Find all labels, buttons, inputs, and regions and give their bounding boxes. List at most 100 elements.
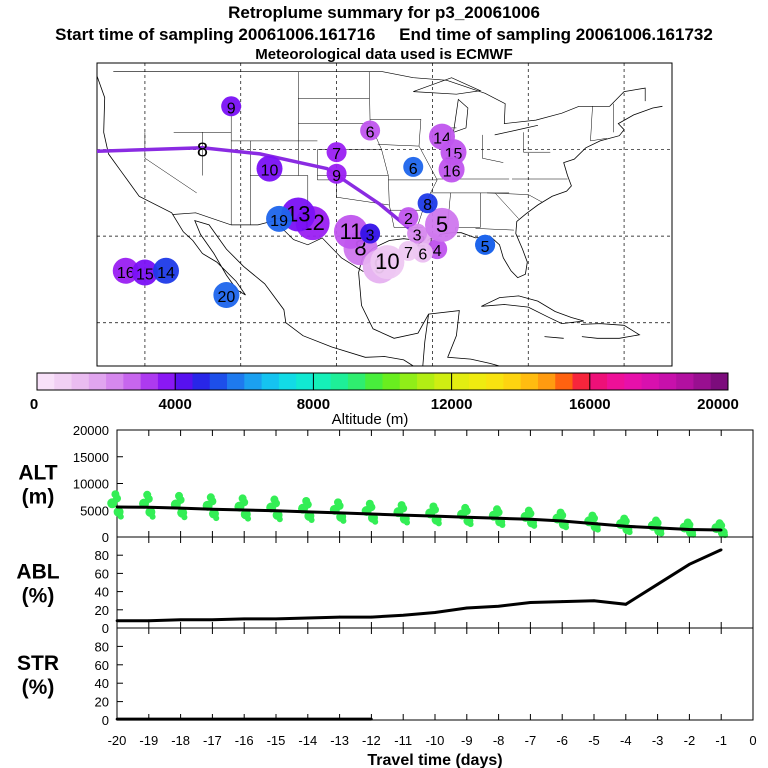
map-lake-erie — [494, 124, 538, 136]
alt-scatter-point — [372, 518, 379, 525]
x-tick-label: -2 — [684, 733, 696, 748]
colorbar-segment — [676, 373, 694, 390]
alt-scatter-point — [715, 519, 724, 528]
map-state-border — [144, 132, 197, 194]
series-point-str — [147, 717, 151, 721]
plume-marker-label-28: 15 — [136, 267, 154, 284]
y-tick-label-alt: 0 — [102, 530, 109, 545]
series-point-alt — [719, 528, 723, 532]
plume-marker-label-23: 6 — [366, 125, 375, 142]
plume-marker-label-29: 14 — [157, 265, 175, 282]
plume-marker-18 — [403, 156, 424, 177]
series-point-str — [115, 717, 119, 721]
plume-marker-label-18: 6 — [409, 161, 418, 178]
series-point-abl — [624, 603, 628, 606]
alt-scatter-point — [149, 513, 156, 520]
series-point-alt — [656, 526, 659, 530]
series-point-alt — [115, 505, 119, 509]
x-tick-label: -4 — [620, 733, 632, 748]
panel-frame-str — [116, 627, 754, 721]
colorbar-segment — [693, 373, 712, 390]
colorbar-segment — [589, 373, 608, 390]
plume-marker-10 — [370, 245, 405, 280]
plume-marker-14 — [266, 205, 293, 232]
alt-scatter-point — [435, 520, 442, 527]
alt-scatter-point — [658, 530, 665, 537]
plume-marker-28 — [131, 259, 158, 286]
x-tick-label: -11 — [394, 733, 412, 748]
colorbar-segment — [296, 373, 314, 390]
colorbar-segment — [451, 373, 470, 390]
y-tick-label-alt: 20000 — [73, 423, 109, 438]
met-data-note: Meteorological data used is ECMWF — [255, 46, 513, 63]
colorbar-label: Altitude (m) — [332, 411, 409, 428]
ylabel-unit-str: (%) — [22, 676, 55, 699]
map-us-canada-border — [113, 71, 646, 124]
x-axis-label: Travel time (days) — [367, 752, 502, 768]
chart-title: Retroplume summary for p3_20061006 — [228, 3, 540, 22]
series-line-abl — [117, 548, 722, 623]
colorbar-segment — [175, 373, 193, 390]
x-tick-label: -16 — [235, 733, 254, 748]
series-point-str — [242, 717, 246, 721]
y-tick-label-str: 40 — [95, 676, 109, 691]
series-point-alt — [688, 528, 691, 531]
series-point-alt — [147, 506, 151, 509]
alt-scatter-point — [334, 498, 343, 507]
plume-marker-label-10: 10 — [375, 249, 399, 274]
colorbar-segment — [278, 373, 297, 390]
alt-scatter-point — [588, 511, 597, 520]
alt-scatter-point — [467, 521, 474, 528]
alt-scatter-point — [690, 531, 697, 538]
series-point-alt — [370, 512, 373, 516]
x-tick-label: -19 — [139, 733, 158, 748]
series-point-abl — [306, 616, 310, 620]
colorbar-segment — [503, 373, 522, 390]
series-line-alt — [116, 505, 722, 532]
alt-scatter-point — [499, 522, 506, 529]
colorbar-segment — [468, 373, 487, 390]
map-state-border — [368, 71, 395, 228]
plume-marker-label-15: 8 — [423, 197, 432, 214]
colorbar-segment — [192, 373, 211, 390]
x-tick-label: -8 — [493, 733, 505, 748]
plume-marker-label-7: 7 — [404, 245, 413, 262]
series-point-abl — [274, 617, 278, 621]
colorbar-segment — [88, 373, 107, 390]
plume-marker-label-21: 10 — [261, 163, 279, 180]
series-point-abl — [688, 563, 691, 566]
plume-marker-7 — [398, 240, 419, 261]
alt-scatter-point — [429, 502, 438, 511]
plume-marker-label-19: 9 — [332, 168, 341, 185]
x-tick-label: -10 — [426, 733, 445, 748]
x-tick-label: -5 — [588, 733, 600, 748]
ylabel-str: STR — [17, 652, 59, 675]
colorbar-segment — [227, 373, 245, 390]
colorbar-segment — [330, 373, 349, 390]
plume-marker-30 — [213, 282, 240, 309]
series-point-alt — [242, 508, 246, 512]
y-tick-label-alt: 15000 — [73, 450, 109, 465]
plume-marker-11 — [333, 214, 368, 249]
plume-marker-label-26: 16 — [443, 163, 461, 180]
alt-scatter-point — [340, 517, 347, 524]
map-state-border — [482, 134, 504, 163]
x-tick-label: -17 — [203, 733, 222, 748]
alt-scatter-point — [181, 514, 188, 521]
series-point-abl — [338, 615, 341, 619]
ylabel-abl: ABL — [16, 561, 59, 584]
y-tick-label-abl: 60 — [95, 566, 109, 581]
alt-scatter-point — [397, 501, 406, 510]
series-point-alt — [560, 519, 564, 523]
alt-scatter-point — [143, 490, 152, 499]
plume-marker-label-17: 3 — [366, 228, 375, 245]
series-point-abl — [115, 619, 119, 623]
series-point-abl — [592, 599, 596, 602]
map-lake-superior — [413, 77, 482, 95]
map-hispaniola — [580, 323, 641, 339]
colorbar-segment — [710, 373, 729, 390]
colorbar-segment — [71, 373, 90, 390]
plume-marker-label-11: 11 — [340, 219, 363, 244]
y-tick-label-alt: 10000 — [73, 477, 109, 492]
series-point-alt — [497, 516, 500, 520]
